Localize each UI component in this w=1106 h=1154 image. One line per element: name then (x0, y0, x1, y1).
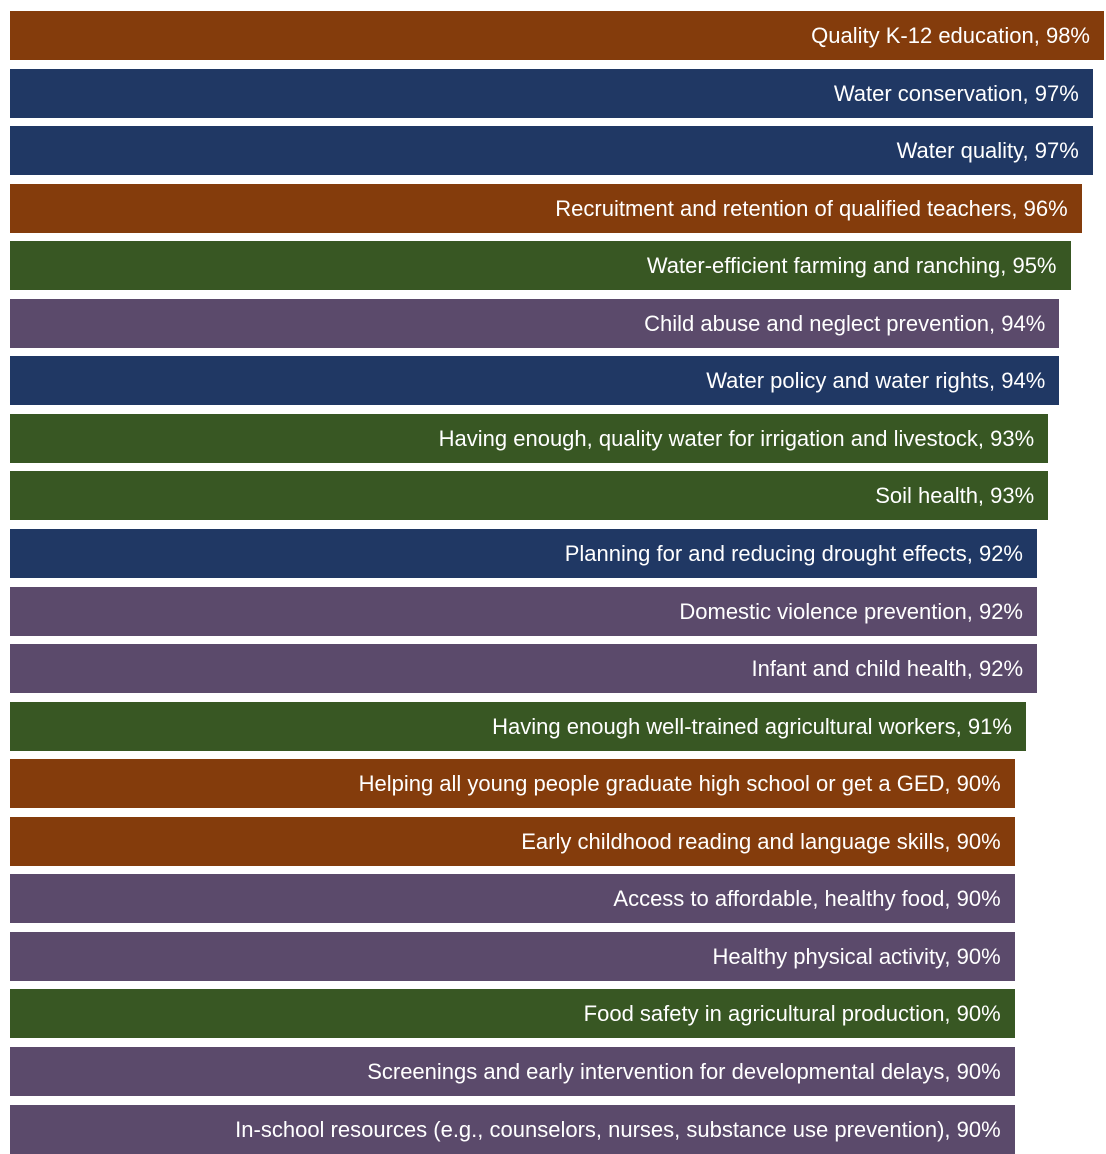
bar: Having enough well-trained agricultural … (10, 701, 1026, 751)
bar-label: In-school resources (e.g., counselors, n… (235, 1116, 1001, 1142)
bar-label: Water quality, 97% (896, 138, 1079, 164)
bar-label: Water-efficient farming and ranching, 95… (646, 253, 1057, 279)
bar-label: Quality K-12 education, 98% (811, 23, 1090, 48)
bar: Screenings and early intervention for de… (10, 1046, 1015, 1096)
bar-label: Planning for and reducing drought effect… (564, 540, 1023, 566)
bar-label: Screenings and early intervention for de… (367, 1058, 1001, 1084)
bar: Water quality, 97% (10, 126, 1093, 176)
bar-label: Food safety in agricultural production, … (583, 1001, 1001, 1027)
bar-label: Domestic violence prevention, 92% (679, 598, 1023, 624)
bar: Healthy physical activity, 90% (10, 931, 1015, 981)
bar-label: Healthy physical activity, 90% (712, 943, 1001, 969)
bar-label: Water policy and water rights, 94% (706, 368, 1046, 394)
bar: Child abuse and neglect prevention, 94% (10, 298, 1060, 348)
bar-label: Early childhood reading and language ski… (521, 828, 1001, 854)
bar: Planning for and reducing drought effect… (10, 528, 1037, 578)
bar-label: Infant and child health, 92% (751, 656, 1023, 681)
bar-label: Water conservation, 97% (833, 80, 1079, 106)
bar: Having enough, quality water for irrigat… (10, 413, 1049, 463)
bar-label: Helping all young people graduate high s… (358, 771, 1001, 797)
bar: Domestic violence prevention, 92% (10, 586, 1037, 636)
bar-label: Having enough, quality water for irrigat… (438, 425, 1035, 451)
bar: In-school resources (e.g., counselors, n… (10, 1104, 1015, 1154)
bar-label: Child abuse and neglect prevention, 94% (644, 310, 1046, 336)
bar: Helping all young people graduate high s… (10, 759, 1015, 809)
bar-label: Having enough well-trained agricultural … (492, 713, 1012, 739)
bar: Soil health, 93% (10, 471, 1049, 521)
bar: Access to affordable, healthy food, 90% (10, 874, 1015, 924)
bar: Quality K-12 education, 98% (10, 11, 1104, 60)
bar: Water conservation, 97% (10, 68, 1093, 118)
bar: Infant and child health, 92% (10, 644, 1037, 693)
bar: Water-efficient farming and ranching, 95… (10, 241, 1071, 291)
bar: Water policy and water rights, 94% (10, 356, 1060, 406)
bar: Recruitment and retention of qualified t… (10, 183, 1082, 233)
bar-label: Soil health, 93% (875, 483, 1035, 509)
bar: Food safety in agricultural production, … (10, 989, 1015, 1039)
bar-label: Access to affordable, healthy food, 90% (613, 886, 1001, 912)
bar-label: Recruitment and retention of qualified t… (555, 195, 1068, 221)
bar: Early childhood reading and language ski… (10, 816, 1015, 866)
